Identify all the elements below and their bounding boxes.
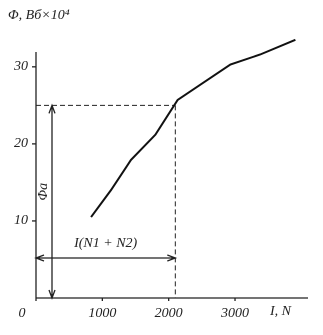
x-tick-label: 2000 xyxy=(155,306,183,321)
x-tick-label: 3000 xyxy=(220,306,249,321)
x-tick-label: 1000 xyxy=(88,306,116,321)
annotation: Φa xyxy=(36,183,51,201)
data-line xyxy=(90,38,296,218)
y-axis-label: Φ, Вб×10⁴ xyxy=(8,8,70,23)
x-axis-label: I, N xyxy=(269,304,292,319)
dimension-arrow xyxy=(48,103,56,300)
y-tick-label: 30 xyxy=(13,59,28,74)
y-tick-label: 10 xyxy=(14,213,28,228)
x-tick-label: 0 xyxy=(19,306,26,321)
y-tick-label: 20 xyxy=(14,136,28,151)
dimension-arrow xyxy=(34,254,178,262)
annotation: I(N1 + N2) xyxy=(73,236,137,251)
